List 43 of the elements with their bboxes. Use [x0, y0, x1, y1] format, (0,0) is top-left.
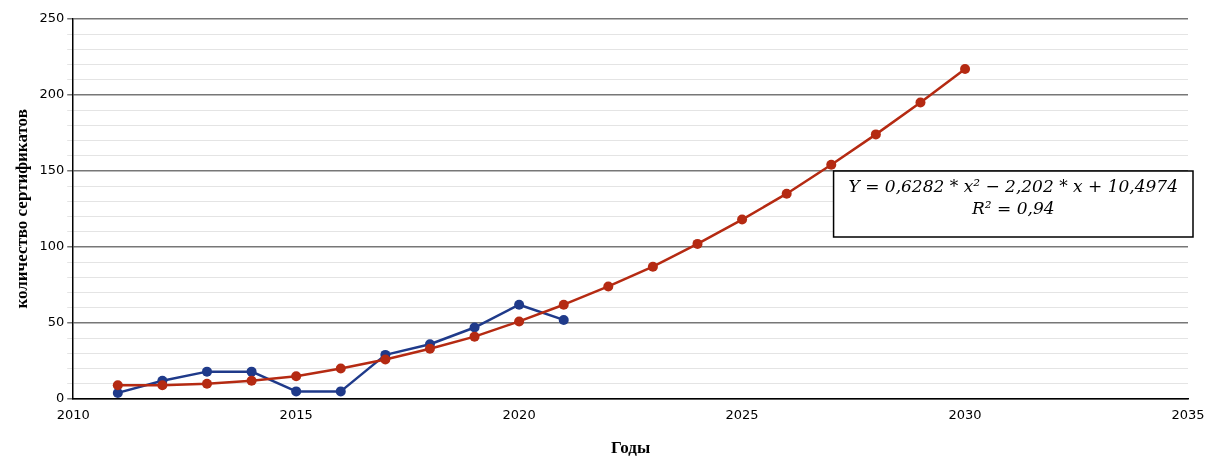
- point: [960, 63, 971, 74]
- y-tick-label: 100: [39, 238, 65, 254]
- point: [246, 366, 257, 377]
- point: [826, 159, 837, 170]
- point: [291, 371, 302, 382]
- x-tick-label: 2020: [502, 407, 536, 423]
- x-tick-label: 2015: [279, 407, 313, 423]
- point: [201, 378, 212, 389]
- point: [737, 214, 748, 225]
- point: [469, 322, 480, 333]
- y-tick-label: 50: [47, 314, 65, 330]
- point: [692, 238, 703, 249]
- point: [424, 343, 435, 354]
- point: [291, 386, 302, 397]
- y-tick-label: 250: [39, 10, 65, 26]
- point: [915, 97, 926, 108]
- point: [514, 299, 525, 310]
- point: [112, 380, 123, 391]
- point: [201, 366, 212, 377]
- point: [781, 188, 792, 199]
- y-tick-label: 200: [39, 86, 65, 102]
- point: [469, 331, 480, 342]
- annotation: Y = 0,6282 * x² − 2,202 * x + 10,4974: [848, 175, 1178, 196]
- annotation: R² = 0,94: [971, 197, 1055, 218]
- y-tick-label: 150: [39, 162, 65, 178]
- point: [558, 314, 569, 325]
- point: [514, 316, 525, 327]
- y-tick-label: 0: [55, 390, 65, 406]
- y-axis-title: количество сертификатов: [11, 109, 31, 309]
- point: [870, 129, 881, 140]
- x-tick-label: 2010: [56, 407, 90, 423]
- x-tick-label: 2025: [725, 407, 759, 423]
- point: [335, 386, 346, 397]
- x-tick-label: 2030: [948, 407, 982, 423]
- x-axis-title: Годы: [611, 438, 651, 458]
- point: [246, 375, 257, 386]
- point: [558, 299, 569, 310]
- x-tick-label: 2035: [1171, 407, 1205, 423]
- point: [335, 363, 346, 374]
- point: [380, 354, 391, 365]
- point: [647, 261, 658, 272]
- point: [603, 281, 614, 292]
- point: [157, 380, 168, 391]
